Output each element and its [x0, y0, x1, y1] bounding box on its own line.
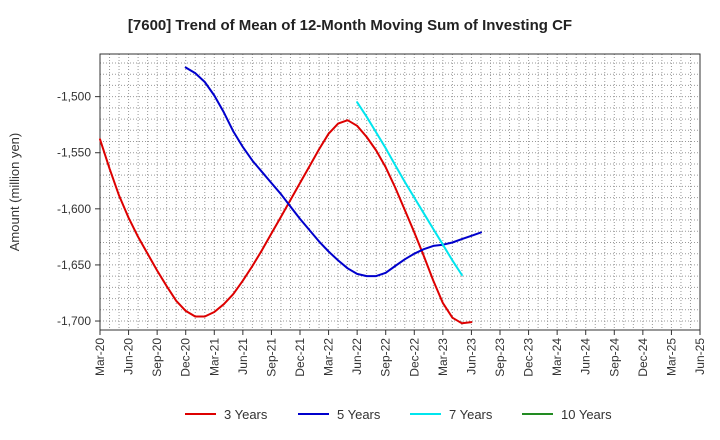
legend: 3 Years 5 Years 7 Years 10 Years — [185, 407, 612, 422]
y-tick-label: -1,650 — [57, 258, 91, 272]
x-tick-label: Jun-25 — [693, 338, 707, 375]
series-lines — [99, 66, 482, 325]
x-tick-label: Sep-24 — [607, 338, 621, 377]
x-tick-label: Mar-22 — [322, 338, 336, 376]
x-tick-label: Sep-22 — [379, 338, 393, 377]
y-tick-label: -1,600 — [57, 202, 91, 216]
x-tick-label: Mar-21 — [207, 338, 221, 376]
x-tick-label: Dec-20 — [179, 338, 193, 377]
y-tick-labels: -1,500 -1,550 -1,600 -1,650 -1,700 — [57, 90, 100, 328]
x-tick-label: Sep-20 — [150, 338, 164, 377]
series-line-7-years — [356, 101, 463, 276]
x-tick-label: Jun-21 — [236, 338, 250, 375]
y-tick-label: -1,700 — [57, 314, 91, 328]
x-tick-label: Mar-20 — [93, 338, 107, 376]
legend-label-3-years: 3 Years — [224, 407, 268, 422]
x-tick-label: Sep-21 — [264, 338, 278, 377]
x-tick-label: Mar-24 — [550, 338, 564, 376]
legend-label-10-years: 10 Years — [561, 407, 612, 422]
y-tick-label: -1,550 — [57, 146, 91, 160]
x-tick-label: Sep-23 — [493, 338, 507, 377]
legend-label-5-years: 5 Years — [337, 407, 381, 422]
chart-title: [7600] Trend of Mean of 12-Month Moving … — [128, 17, 572, 34]
x-tick-label: Mar-25 — [664, 338, 678, 376]
series-line-5-years — [184, 66, 482, 278]
x-tick-label: Jun-20 — [122, 338, 136, 375]
x-tick-label: Dec-21 — [293, 338, 307, 377]
series-line-3-years — [99, 119, 473, 325]
x-tick-label: Mar-23 — [436, 338, 450, 376]
grid-lines — [100, 54, 700, 330]
y-tick-label: -1,500 — [57, 90, 91, 104]
x-tick-label: Jun-23 — [464, 338, 478, 375]
x-tick-labels: Mar-20 Jun-20 Sep-20 Dec-20 Mar-21 Jun-21 Sep-… — [93, 330, 707, 377]
legend-label-7-years: 7 Years — [449, 407, 493, 422]
plot-area — [99, 53, 701, 331]
x-tick-label: Dec-22 — [407, 338, 421, 377]
x-tick-label: Dec-24 — [636, 338, 650, 377]
x-tick-label: Jun-24 — [579, 338, 593, 375]
y-axis-label: Amount (million yen) — [7, 133, 22, 252]
x-tick-label: Dec-23 — [522, 338, 536, 377]
x-tick-label: Jun-22 — [350, 338, 364, 375]
